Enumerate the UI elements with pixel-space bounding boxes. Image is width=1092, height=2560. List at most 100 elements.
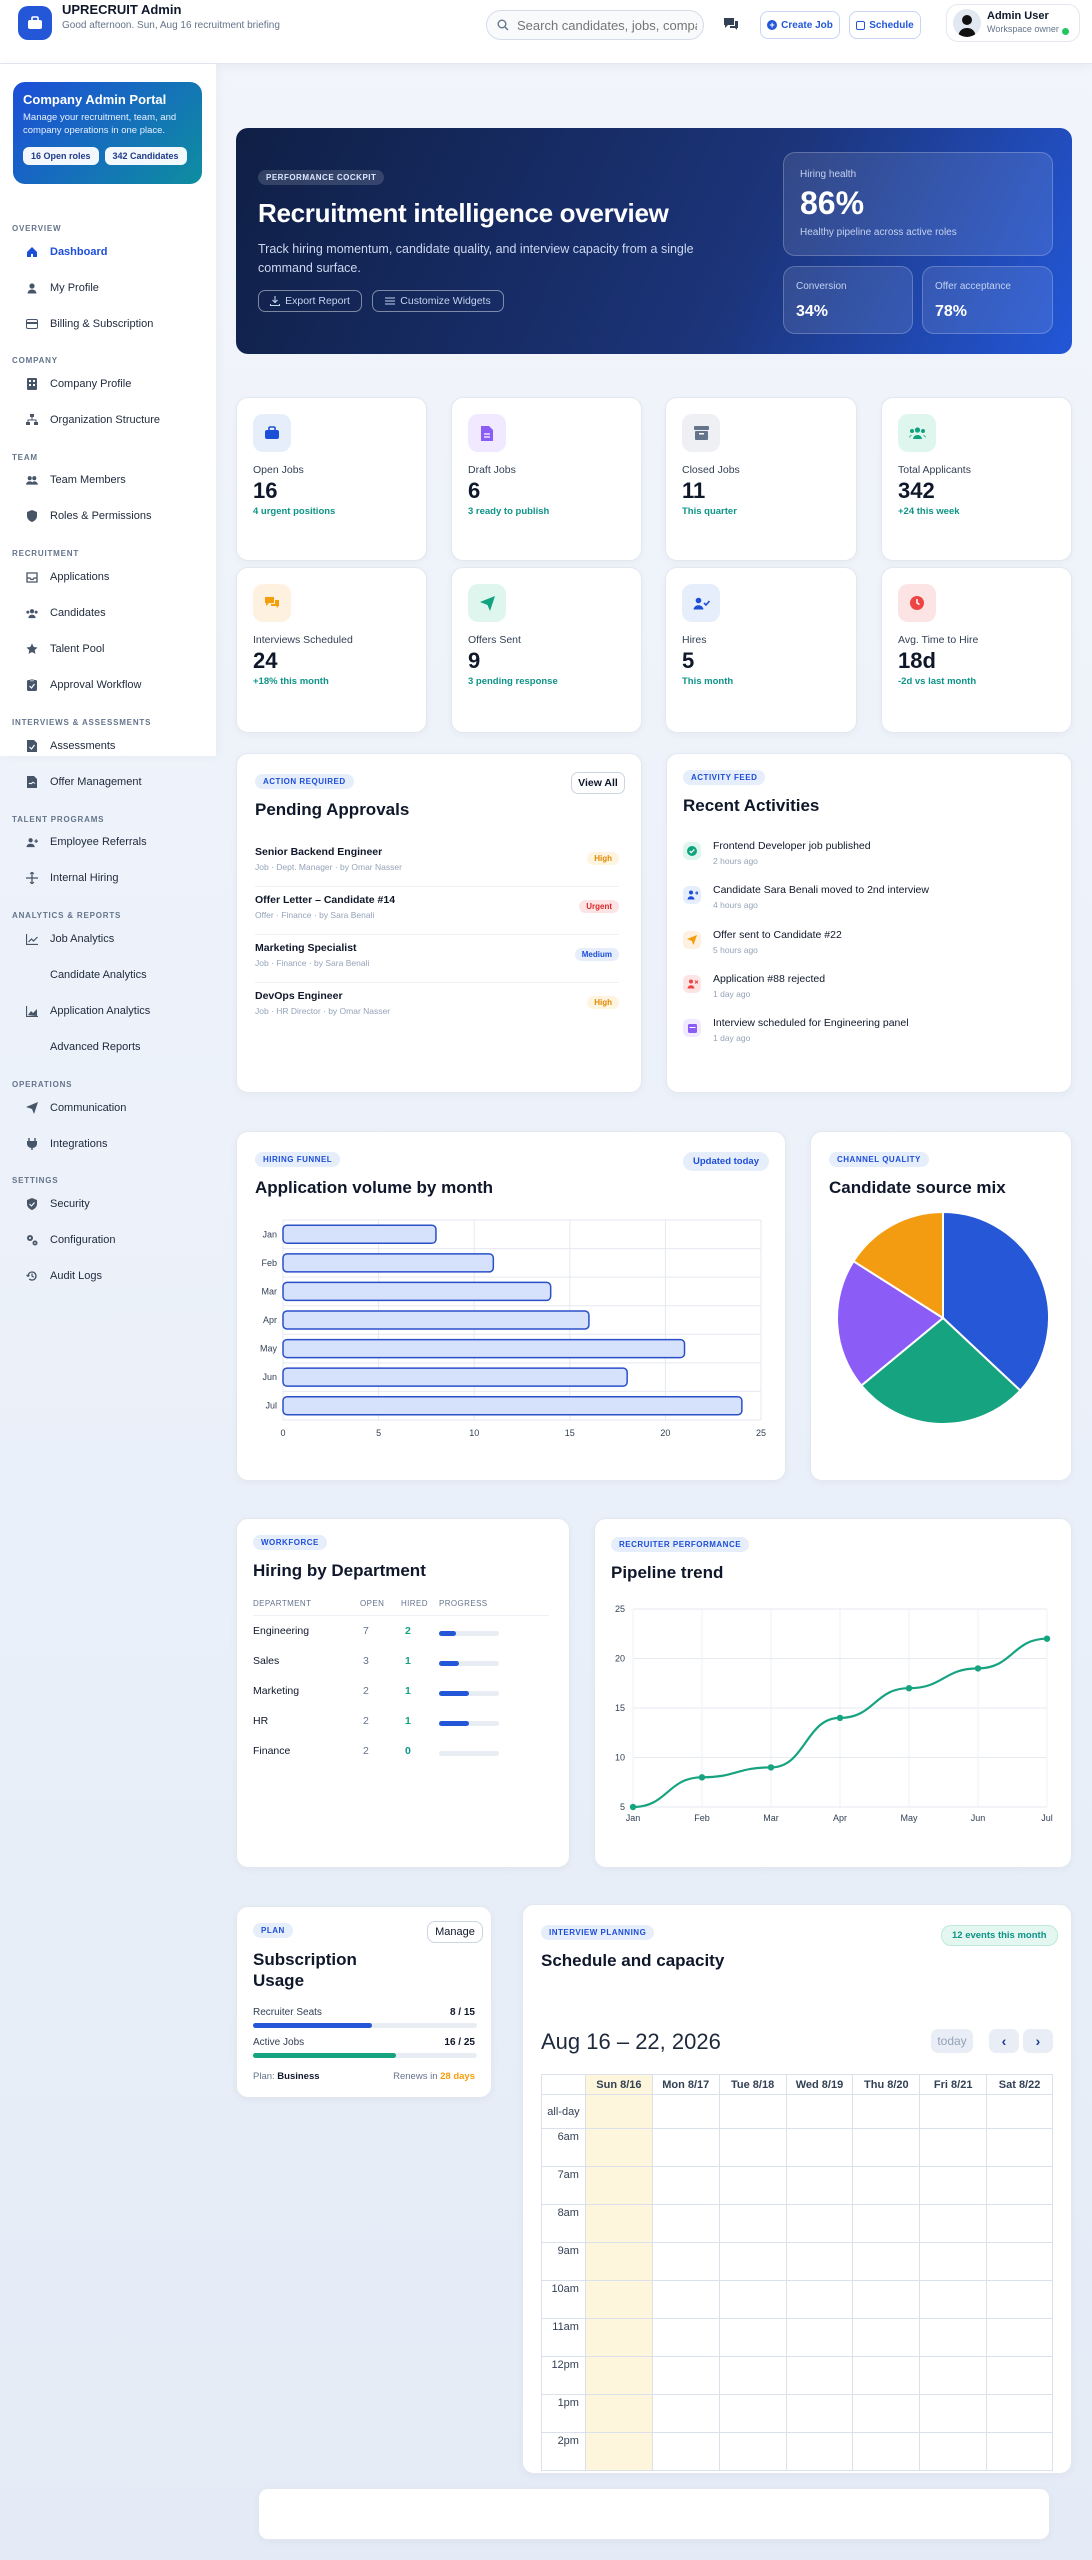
sidebar-item-offer-management[interactable]: Offer Management bbox=[26, 776, 142, 788]
time-slot[interactable] bbox=[919, 2128, 988, 2167]
time-slot[interactable] bbox=[785, 2204, 854, 2243]
time-slot[interactable] bbox=[986, 2128, 1053, 2167]
time-slot[interactable] bbox=[919, 2280, 988, 2319]
time-slot[interactable] bbox=[986, 2166, 1053, 2205]
stat-card-offers-sent[interactable]: Offers Sent 9 3 pending response bbox=[451, 567, 642, 733]
time-slot[interactable] bbox=[651, 2280, 720, 2319]
day-header[interactable]: Thu 8/20 bbox=[852, 2074, 921, 2095]
search-box[interactable] bbox=[486, 10, 704, 40]
allday-cell[interactable] bbox=[852, 2094, 921, 2129]
view-all-button[interactable]: View All bbox=[571, 772, 625, 794]
today-button[interactable]: today bbox=[931, 2029, 973, 2053]
time-slot[interactable] bbox=[919, 2356, 988, 2395]
stat-card-time-to-hire[interactable]: Avg. Time to Hire 18d -2d vs last month bbox=[881, 567, 1072, 733]
time-slot[interactable] bbox=[852, 2166, 921, 2205]
time-slot[interactable] bbox=[651, 2394, 720, 2433]
sidebar-item-dashboard[interactable]: Dashboard bbox=[26, 246, 107, 258]
sidebar-item-my-profile[interactable]: My Profile bbox=[26, 282, 99, 294]
time-slot[interactable] bbox=[718, 2128, 787, 2167]
approval-item[interactable]: Senior Backend Engineer Job · Dept. Mana… bbox=[255, 846, 619, 886]
stat-card-open-jobs[interactable]: Open Jobs 16 4 urgent positions bbox=[236, 397, 427, 561]
time-slot[interactable] bbox=[651, 2204, 720, 2243]
day-header[interactable]: Fri 8/21 bbox=[919, 2074, 988, 2095]
brand-logo-icon[interactable] bbox=[18, 6, 52, 40]
search-input[interactable] bbox=[517, 17, 697, 33]
time-slot[interactable] bbox=[584, 2432, 653, 2471]
approval-item[interactable]: DevOps Engineer Job · HR Director · by O… bbox=[255, 990, 619, 1030]
sidebar-item-company-profile[interactable]: Company Profile bbox=[26, 378, 131, 390]
stat-card-closed-jobs[interactable]: Closed Jobs 11 This quarter bbox=[665, 397, 857, 561]
activity-item[interactable]: Frontend Developer job published 2 hours… bbox=[683, 840, 1063, 874]
time-slot[interactable] bbox=[584, 2356, 653, 2395]
time-slot[interactable] bbox=[584, 2128, 653, 2167]
sidebar-item-candidates[interactable]: Candidates bbox=[26, 607, 106, 619]
time-slot[interactable] bbox=[919, 2242, 988, 2281]
time-slot[interactable] bbox=[584, 2394, 653, 2433]
sidebar-item-candidate-analytics[interactable]: Candidate Analytics bbox=[26, 969, 147, 981]
time-slot[interactable] bbox=[986, 2318, 1053, 2357]
stat-card-draft-jobs[interactable]: Draft Jobs 6 3 ready to publish bbox=[451, 397, 642, 561]
sidebar-item-assessments[interactable]: Assessments bbox=[26, 740, 115, 752]
time-slot[interactable] bbox=[919, 2318, 988, 2357]
time-slot[interactable] bbox=[718, 2318, 787, 2357]
sidebar-item-billing[interactable]: Billing & Subscription bbox=[26, 318, 153, 330]
time-slot[interactable] bbox=[852, 2204, 921, 2243]
approval-item[interactable]: Offer Letter – Candidate #14 Offer · Fin… bbox=[255, 894, 619, 934]
time-slot[interactable] bbox=[919, 2204, 988, 2243]
time-slot[interactable] bbox=[852, 2318, 921, 2357]
time-slot[interactable] bbox=[852, 2394, 921, 2433]
time-slot[interactable] bbox=[986, 2394, 1053, 2433]
day-header[interactable]: Mon 8/17 bbox=[651, 2074, 720, 2095]
allday-cell[interactable] bbox=[919, 2094, 988, 2129]
time-slot[interactable] bbox=[718, 2394, 787, 2433]
sidebar-item-internal-hiring[interactable]: Internal Hiring bbox=[26, 872, 118, 884]
time-slot[interactable] bbox=[852, 2242, 921, 2281]
stat-card-total-applicants[interactable]: Total Applicants 342 +24 this week bbox=[881, 397, 1072, 561]
time-slot[interactable] bbox=[718, 2280, 787, 2319]
create-job-button[interactable]: + Create Job bbox=[760, 11, 840, 39]
time-slot[interactable] bbox=[651, 2242, 720, 2281]
table-row[interactable]: Finance 2 0 bbox=[253, 1745, 565, 1765]
sidebar-item-team-members[interactable]: Team Members bbox=[26, 474, 126, 486]
user-menu[interactable]: Admin User Workspace owner bbox=[946, 4, 1080, 42]
time-slot[interactable] bbox=[785, 2280, 854, 2319]
customize-widgets-button[interactable]: Customize Widgets bbox=[372, 290, 504, 312]
sidebar-item-applications[interactable]: Applications bbox=[26, 571, 109, 583]
sidebar-item-approval-workflow[interactable]: Approval Workflow bbox=[26, 679, 142, 691]
approval-item[interactable]: Marketing Specialist Job · Finance · by … bbox=[255, 942, 619, 982]
time-slot[interactable] bbox=[919, 2394, 988, 2433]
sidebar-item-configuration[interactable]: Configuration bbox=[26, 1234, 115, 1246]
messages-icon[interactable] bbox=[722, 16, 740, 37]
time-slot[interactable] bbox=[986, 2242, 1053, 2281]
next-week-button[interactable]: › bbox=[1023, 2029, 1053, 2053]
allday-cell[interactable] bbox=[986, 2094, 1053, 2129]
time-slot[interactable] bbox=[718, 2242, 787, 2281]
table-row[interactable]: Marketing 2 1 bbox=[253, 1685, 565, 1705]
prev-week-button[interactable]: ‹ bbox=[989, 2029, 1019, 2053]
table-row[interactable]: Engineering 7 2 bbox=[253, 1625, 565, 1645]
time-slot[interactable] bbox=[852, 2280, 921, 2319]
time-slot[interactable] bbox=[785, 2432, 854, 2471]
sidebar-item-employee-referrals[interactable]: Employee Referrals bbox=[26, 836, 147, 848]
time-slot[interactable] bbox=[986, 2356, 1053, 2395]
time-slot[interactable] bbox=[651, 2128, 720, 2167]
time-slot[interactable] bbox=[919, 2432, 988, 2471]
time-slot[interactable] bbox=[785, 2394, 854, 2433]
time-slot[interactable] bbox=[785, 2356, 854, 2395]
activity-item[interactable]: Interview scheduled for Engineering pane… bbox=[683, 1017, 1063, 1051]
sidebar-item-communication[interactable]: Communication bbox=[26, 1102, 126, 1114]
time-slot[interactable] bbox=[584, 2280, 653, 2319]
allday-cell[interactable] bbox=[651, 2094, 720, 2129]
day-header[interactable]: Sun 8/16 bbox=[584, 2074, 653, 2095]
export-report-button[interactable]: Export Report bbox=[258, 290, 362, 312]
time-slot[interactable] bbox=[785, 2128, 854, 2167]
allday-cell[interactable] bbox=[718, 2094, 787, 2129]
activity-item[interactable]: Candidate Sara Benali moved to 2nd inter… bbox=[683, 884, 1063, 918]
sidebar-item-audit-logs[interactable]: Audit Logs bbox=[26, 1270, 102, 1282]
sidebar-item-talent-pool[interactable]: Talent Pool bbox=[26, 643, 104, 655]
time-slot[interactable] bbox=[718, 2432, 787, 2471]
allday-cell[interactable] bbox=[785, 2094, 854, 2129]
day-header[interactable]: Sat 8/22 bbox=[986, 2074, 1053, 2095]
time-slot[interactable] bbox=[919, 2166, 988, 2205]
time-slot[interactable] bbox=[785, 2242, 854, 2281]
